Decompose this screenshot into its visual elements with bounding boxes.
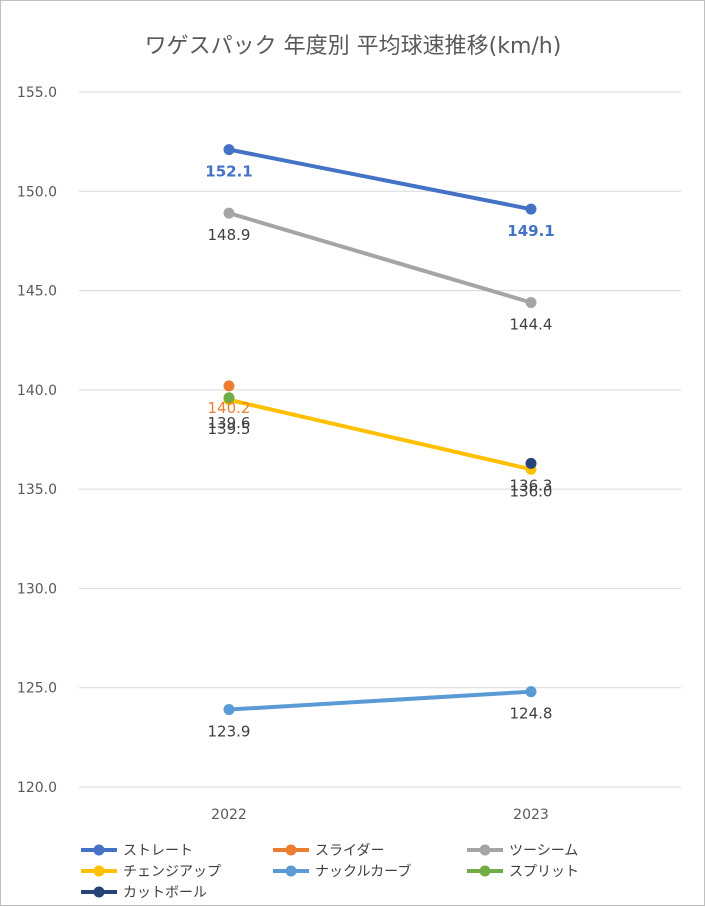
- legend-item: カットボール: [81, 885, 207, 901]
- data-point: [223, 704, 235, 716]
- data-point: [223, 207, 235, 219]
- y-tick-label: 120.0: [17, 780, 57, 796]
- grid-layer: 120.0 125.0 130.0 135.0 140.0 145.0 150.0 155.0…: [17, 85, 681, 823]
- legend-swatch-marker: [285, 844, 297, 856]
- data-point: [223, 380, 235, 392]
- legend-swatch-marker: [285, 865, 297, 877]
- data-point: [223, 144, 235, 156]
- x-tick-label: 2023: [513, 807, 549, 823]
- legend-label: チェンジアップ: [123, 864, 221, 880]
- legend-swatch-marker: [93, 844, 105, 856]
- y-tick-label: 135.0: [17, 482, 57, 498]
- data-label: 136.0: [510, 482, 553, 500]
- legend-label: スライダー: [315, 843, 384, 859]
- data-label: 139.6: [208, 414, 251, 432]
- series-line: [227, 397, 533, 472]
- data-label: 152.1: [205, 163, 252, 181]
- data-label: 149.1: [507, 222, 554, 240]
- data-label: 136.3: [510, 476, 553, 494]
- y-tick-label: 125.0: [17, 681, 57, 697]
- y-tick-label: 140.0: [17, 383, 57, 399]
- legend-item: ツーシーム: [467, 843, 578, 859]
- y-tick-label: 155.0: [17, 85, 57, 101]
- legend-item: スプリット: [467, 864, 579, 880]
- legend-label: ツーシーム: [509, 843, 578, 859]
- legend-label: カットボール: [123, 885, 207, 901]
- legend-swatch-marker: [479, 844, 491, 856]
- data-point: [525, 203, 537, 215]
- legend-item: チェンジアップ: [81, 864, 221, 880]
- legend-swatch-marker: [93, 865, 105, 877]
- y-tick-label: 150.0: [17, 184, 57, 200]
- series-line: [227, 211, 533, 305]
- data-point: [525, 686, 537, 698]
- x-tick-label: 2022: [211, 807, 247, 823]
- legend-label: ナックルカーブ: [315, 863, 411, 880]
- series-line: [227, 689, 533, 712]
- data-label: 148.9: [208, 226, 251, 244]
- legend-item: スライダー: [273, 843, 384, 859]
- data-label: 123.9: [208, 723, 251, 741]
- y-tick-label: 145.0: [17, 284, 57, 300]
- data-point: [223, 392, 235, 404]
- label-layer: 152.1 149.1 140.2 148.9 144.4 139.5 136.0 123.9…: [205, 163, 554, 741]
- data-label: 139.5: [208, 420, 251, 438]
- legend-swatch-marker: [479, 865, 491, 877]
- chart-title: ワゲスパック 年度別 平均球速推移(km/h): [145, 34, 562, 59]
- series-line: [227, 147, 533, 212]
- series-layer: [223, 144, 537, 716]
- y-tick-label: 130.0: [17, 581, 57, 597]
- data-label: 144.4: [510, 315, 553, 333]
- legend-label: ストレート: [123, 843, 193, 859]
- data-point: [525, 296, 537, 308]
- legend-label: スプリット: [509, 864, 579, 880]
- legend-swatch-marker: [93, 886, 105, 898]
- data-label: 124.8: [510, 705, 553, 723]
- data-point: [525, 457, 537, 469]
- legend-item: ストレート: [81, 843, 193, 859]
- legend-item: ナックルカーブ: [273, 863, 411, 880]
- data-label: 140.2: [208, 399, 251, 417]
